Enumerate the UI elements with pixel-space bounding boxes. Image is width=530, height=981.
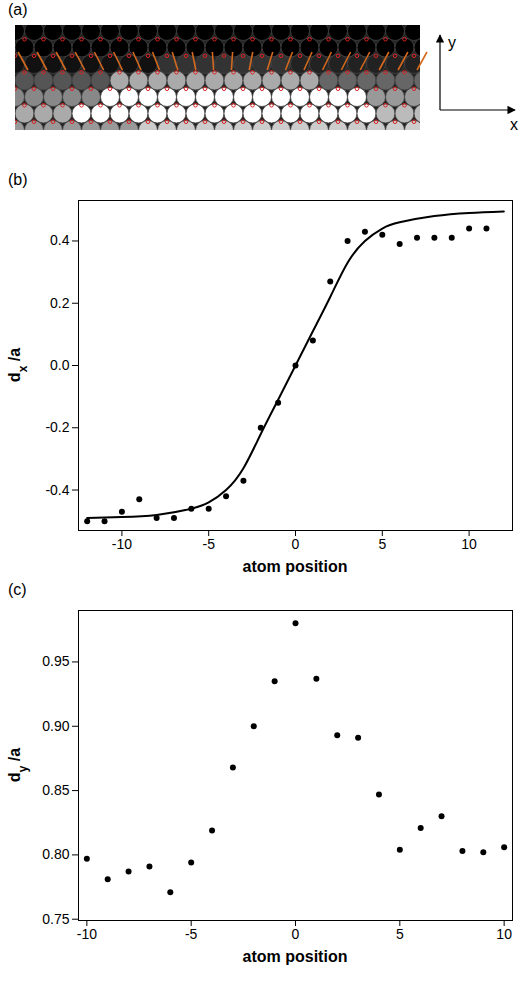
html-text:(b): (b)	[8, 171, 28, 188]
svg-text:10: 10	[496, 926, 512, 942]
svg-text:0.75: 0.75	[42, 911, 69, 927]
svg-text:0.2: 0.2	[50, 295, 70, 311]
svg-text:5: 5	[378, 536, 386, 552]
svg-text:0.80: 0.80	[42, 846, 69, 862]
svg-text:dx /a: dx /a	[6, 348, 30, 382]
svg-text:0.4: 0.4	[50, 232, 70, 248]
svg-text:0.95: 0.95	[42, 653, 69, 669]
svg-text:dy /a: dy /a	[6, 748, 30, 782]
svg-text:atom position: atom position	[243, 558, 348, 575]
svg-text:-10: -10	[77, 926, 97, 942]
svg-text:-10: -10	[112, 536, 132, 552]
svg-text:-0.2: -0.2	[45, 419, 69, 435]
svg-text:-5: -5	[202, 536, 215, 552]
svg-text:y: y	[448, 34, 456, 51]
svg-text:0.90: 0.90	[42, 718, 69, 734]
svg-text:atom position: atom position	[243, 948, 348, 965]
svg-text:0.85: 0.85	[42, 782, 69, 798]
svg-text:x: x	[510, 116, 518, 133]
html-text:(c): (c)	[8, 581, 27, 598]
svg-text:10: 10	[461, 536, 477, 552]
svg-text:5: 5	[396, 926, 404, 942]
svg-text:0: 0	[292, 536, 300, 552]
svg-text:0.0: 0.0	[50, 357, 70, 373]
html-text:(a): (a)	[8, 1, 28, 18]
svg-text:0: 0	[292, 926, 300, 942]
svg-text:-0.4: -0.4	[45, 482, 69, 498]
svg-text:-5: -5	[185, 926, 198, 942]
